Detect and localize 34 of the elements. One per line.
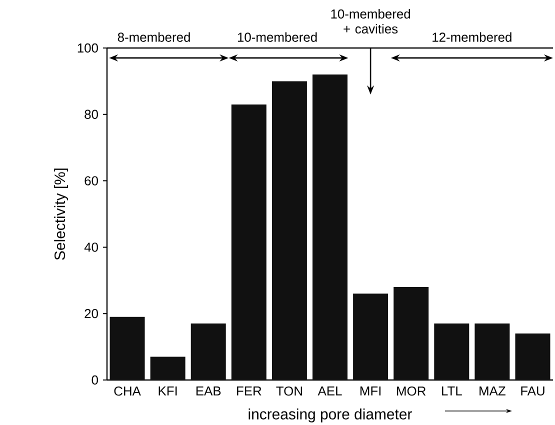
- bar: [272, 81, 307, 380]
- bar: [515, 334, 550, 380]
- text: 8-membered: [118, 32, 190, 42]
- x-tick-label: CHA: [114, 386, 141, 396]
- x-tick-label: LTL: [442, 386, 462, 396]
- x-axis-title: increasing pore diameter: [248, 408, 412, 422]
- bar: [312, 74, 348, 380]
- y-tick-label: 80: [84, 110, 98, 119]
- text: 12-membered: [432, 32, 512, 42]
- x-tick-label: MAZ: [480, 386, 506, 396]
- x-tick-label: EAB: [196, 386, 221, 396]
- x-tick-label: FER: [237, 386, 262, 396]
- bar: [190, 324, 226, 380]
- bar: [150, 356, 186, 380]
- x-tick-label: MFI: [360, 386, 381, 396]
- bar: [110, 316, 145, 380]
- y-tick-label: 0: [92, 375, 98, 385]
- bar: [353, 294, 388, 380]
- x-tick-label: KFI: [158, 386, 177, 396]
- text: 10-membered + cavities: [331, 9, 410, 34]
- bar: [474, 324, 510, 380]
- y-tick-label: 40: [84, 242, 98, 252]
- bar: [394, 287, 429, 380]
- x-tick-label: MOR: [397, 386, 426, 396]
- x-tick-label: TON: [276, 386, 302, 396]
- bar: [231, 104, 266, 380]
- y-tick-label: 100: [78, 43, 98, 53]
- y-tick-label: 60: [84, 176, 98, 186]
- x-tick-label: AEL: [318, 386, 342, 396]
- bar: [434, 324, 470, 380]
- y-axis-title: Selectivity [%]: [54, 168, 68, 260]
- text: 10-membered: [238, 32, 317, 42]
- y-tick-label: 20: [84, 309, 98, 318]
- x-tick-label: FAU: [521, 386, 544, 396]
